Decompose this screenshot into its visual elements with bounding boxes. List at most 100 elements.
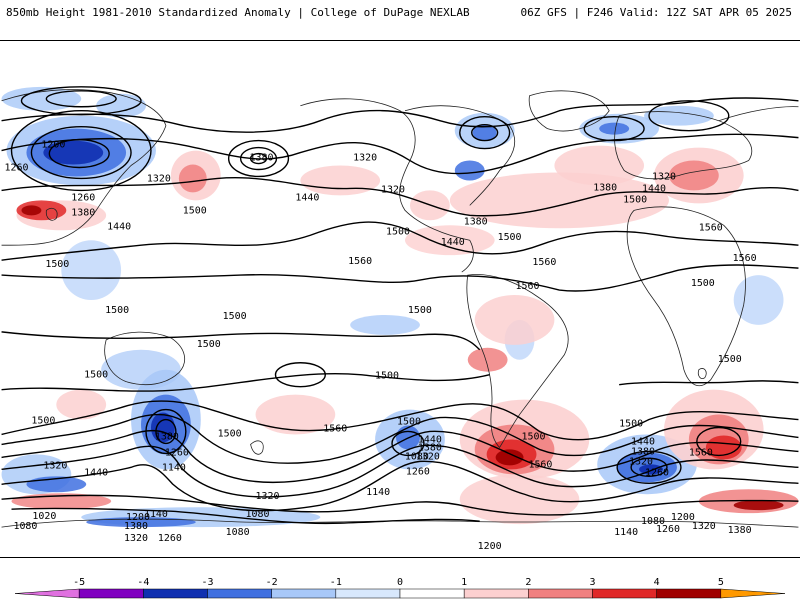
contour-label: 1260 (656, 524, 680, 535)
anomaly-area (255, 394, 336, 435)
contour-label: 1140 (162, 462, 186, 473)
colorbar-tick-label: -3 (201, 577, 213, 588)
anomaly-area (668, 160, 719, 191)
contour-line (1, 373, 490, 392)
contour-line (10, 110, 152, 192)
contour-line (459, 116, 511, 150)
anomaly-area (554, 145, 645, 186)
contour-label: 1560 (516, 281, 540, 292)
colorbar-swatch (335, 588, 401, 599)
colorbar-tick-label: 2 (525, 577, 531, 588)
contour-label: 1020 (32, 511, 56, 522)
colorbar-swatch (14, 588, 80, 599)
contour-label: 1500 (718, 354, 742, 365)
colorbar-tick-label: -2 (266, 577, 278, 588)
contour-line (145, 408, 187, 455)
contour-label: 1320 (381, 184, 405, 195)
anomaly-area (472, 124, 497, 141)
contour-label: 1440 (642, 183, 666, 194)
contour-label: 1320 (43, 460, 67, 471)
contour-line (648, 100, 730, 132)
anomaly-area (733, 275, 784, 325)
contour-label: 1380 (155, 431, 179, 442)
colorbar-swatch (399, 588, 465, 599)
contour-label: 1500 (397, 417, 421, 428)
island-coast (45, 207, 58, 221)
contour-label: 1320 (629, 456, 653, 467)
contour-labels: 1200126012601320138014401500150015001500… (4, 140, 756, 558)
contour-label: 1080 (13, 521, 37, 532)
contour-label: 1500 (31, 416, 55, 427)
contour-label: 1560 (348, 256, 372, 267)
europe-coast (614, 111, 753, 180)
contour-label: 1500 (84, 370, 108, 381)
contour-label: 1260 (645, 467, 669, 478)
contour-label: 1260 (406, 466, 430, 477)
contour-line (1, 494, 799, 516)
contour-label: 1200 (478, 541, 502, 552)
colorbar-tick-label: -4 (137, 577, 149, 588)
contour-label: 1320 (652, 171, 676, 182)
colorbar-ticks: -5 -4 -3 -2 -1 0 1 2 3 4 5 (73, 577, 724, 588)
anomaly-area (454, 160, 485, 181)
contour-label: 1140 (614, 527, 638, 538)
height-contours (1, 86, 799, 525)
contour-label: 1440 (295, 192, 319, 203)
contour-label: 1380 (418, 442, 442, 453)
contour-line (227, 139, 290, 178)
contour-line (11, 507, 480, 525)
contour-label: 1500 (619, 419, 643, 430)
contour-line (619, 380, 799, 386)
contour-label: 1500 (197, 339, 221, 350)
contour-label: 1380 (631, 446, 655, 457)
asia-coast (718, 106, 799, 122)
contour-label: 1440 (107, 221, 131, 232)
colorbar-tick-label: 1 (461, 577, 467, 588)
contour-label: 1200 (671, 512, 695, 523)
contour-label: 1260 (71, 192, 95, 203)
anomaly-area (43, 140, 104, 165)
contour-label: 1320 (256, 491, 280, 502)
colorbar-tick-label: 0 (397, 577, 403, 588)
contour-label: 1320 (147, 173, 171, 184)
anomaly-area (404, 225, 495, 256)
greenland-coast (528, 90, 610, 132)
world-map: 1200126012601320138014401500150015001500… (0, 40, 800, 558)
contour-label: 1380 (593, 182, 617, 193)
colorbar-tick-label: -5 (73, 577, 85, 588)
contour-label: 1140 (366, 487, 390, 498)
contour-label: 1080 (329, 556, 353, 558)
contour-label: 1500 (408, 305, 432, 316)
contour-line (1, 460, 799, 512)
contour-label: 1500 (623, 194, 647, 205)
contour-line (1, 221, 799, 261)
contour-label: 1560 (323, 423, 347, 434)
contour-line (1, 429, 799, 483)
colorbar-swatch (207, 588, 272, 599)
contour-label: 1500 (45, 259, 69, 270)
contour-label: 1260 (4, 162, 28, 173)
model-valid-time: 06Z GFS | F246 Valid: 12Z SAT APR 05 202… (520, 6, 792, 19)
anomaly-area (350, 314, 420, 335)
anomaly-area (21, 205, 42, 216)
contour-label: 1560 (528, 459, 552, 470)
contour-label: 1380 (124, 521, 148, 532)
colorbar-swatch (528, 588, 593, 599)
contour-label: 1500 (218, 428, 242, 439)
island-coast (250, 440, 264, 455)
contour-label: 1380 (728, 525, 752, 536)
anomaly-area (599, 122, 630, 135)
colorbar-swatch (656, 588, 722, 599)
contour-label: 1500 (223, 311, 247, 322)
colorbar-swatch (143, 588, 208, 599)
contour-label: 1500 (183, 205, 207, 216)
anomaly-area (495, 449, 524, 466)
contour-label: 1320 (353, 153, 377, 164)
contour-line (696, 426, 742, 457)
contour-label: 1560 (699, 222, 723, 233)
contour-line (1, 331, 481, 351)
colorbar-swatch (720, 588, 786, 599)
contour-line (1, 413, 799, 464)
anomaly-area (459, 474, 580, 525)
contour-label: 1500 (521, 431, 545, 442)
